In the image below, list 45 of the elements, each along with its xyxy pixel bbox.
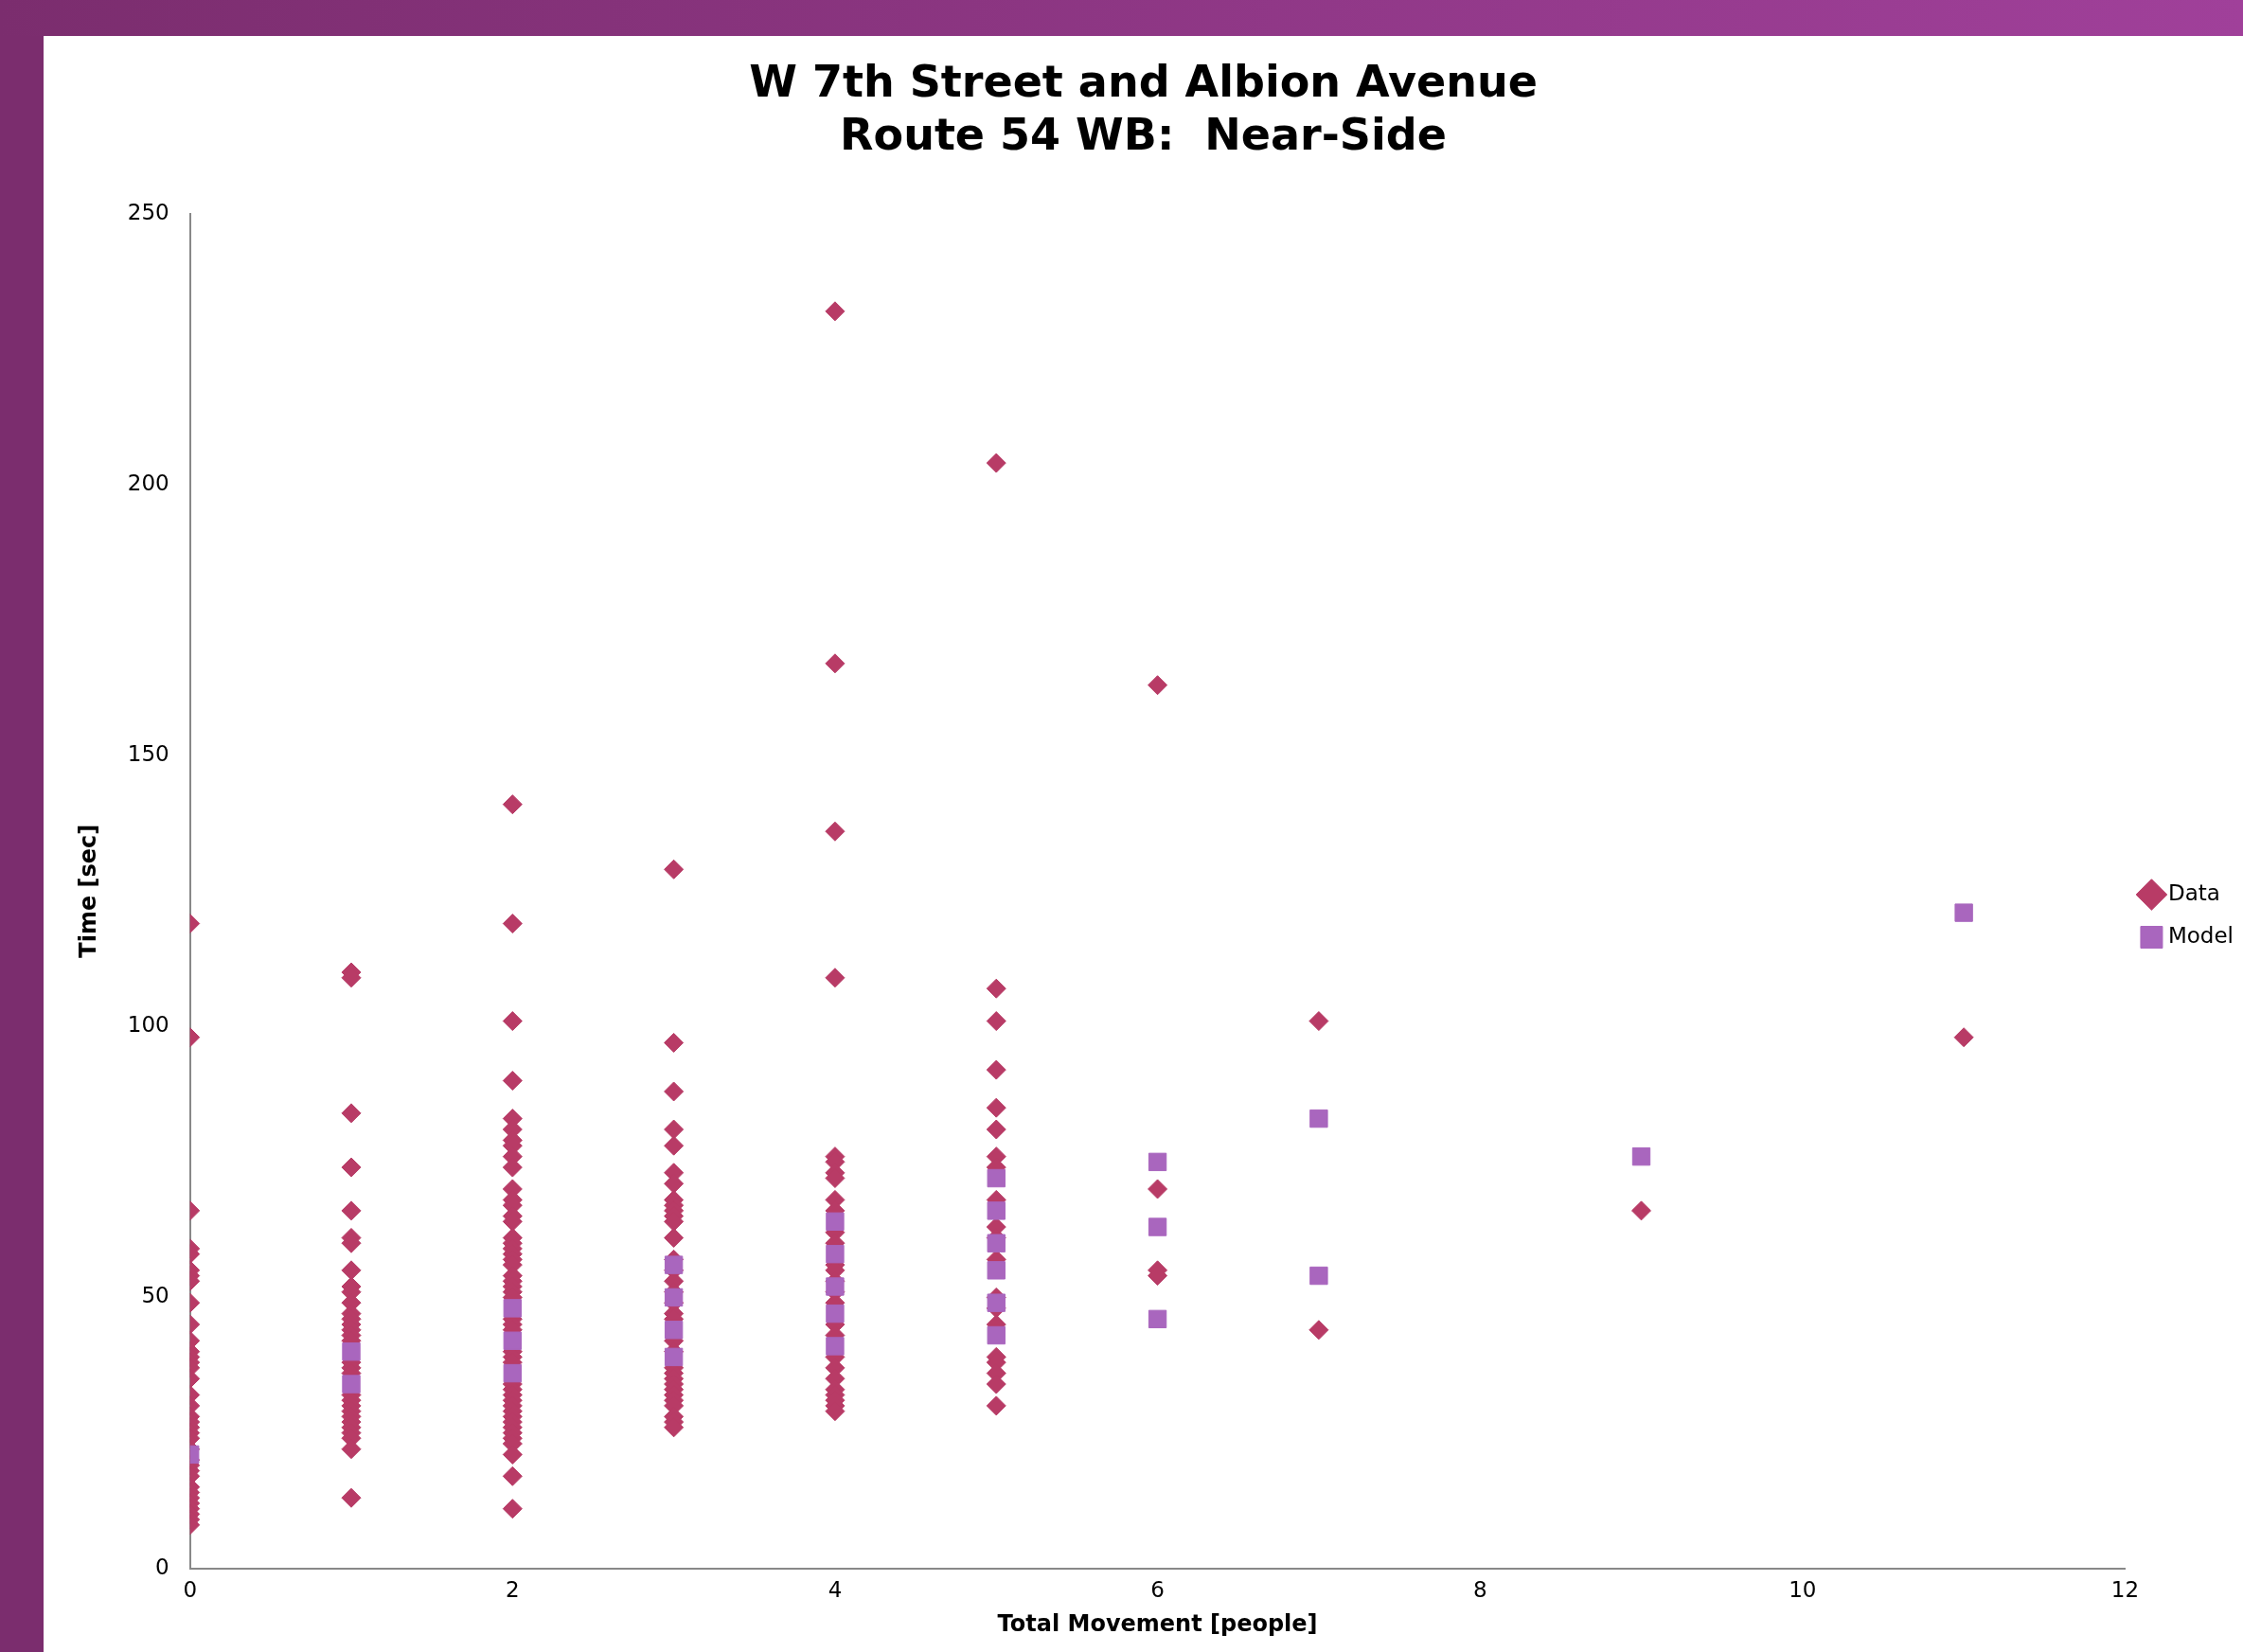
y-tick-label: 50 [141,1283,169,1308]
point [503,1299,523,1318]
y-tick-label: 150 [127,741,169,767]
x-tick-label: 12 [2110,1577,2140,1603]
point [664,1255,684,1274]
y-tick-label: 250 [127,199,169,224]
point [826,1212,845,1232]
x-tick-label: 10 [1789,1577,1817,1603]
point [1148,1152,1167,1172]
y-tick-label: 0 [155,1554,169,1579]
point [826,1337,845,1356]
chart-title: W 7th Street and Albion Avenue Route 54 WB: Near-Side [748,55,1539,161]
point [987,1168,1006,1188]
x-tick-label: 8 [1472,1577,1487,1603]
point [1309,1109,1328,1128]
point [664,1288,684,1307]
point [664,1321,684,1340]
x-tick-label: 4 [828,1577,843,1603]
point [503,1363,523,1383]
point [664,1347,684,1367]
legend-label: Data [2167,879,2220,905]
point [987,1201,1006,1220]
point [987,1293,1006,1312]
y-axis-title: Time [sec] [74,824,101,958]
point [826,1244,845,1264]
point [987,1234,1006,1252]
point [826,1277,845,1296]
point [342,1375,361,1394]
y-tick-label: 200 [127,470,169,495]
x-tick-label: 2 [506,1577,520,1603]
x-tick-label: 0 [183,1577,198,1603]
x-axis-title: Total Movement [people] [997,1609,1318,1637]
y-tick-label: 100 [127,1012,169,1038]
point [826,1304,845,1323]
point [1309,1266,1328,1286]
point [1631,1146,1651,1166]
x-tick-label: 6 [1150,1577,1165,1603]
point [1954,903,1973,922]
point [987,1261,1006,1280]
point [1148,1217,1167,1236]
point [342,1341,361,1361]
point [987,1325,1006,1345]
point [1148,1309,1167,1329]
legend-label: Model [2167,922,2234,948]
point [503,1331,523,1350]
